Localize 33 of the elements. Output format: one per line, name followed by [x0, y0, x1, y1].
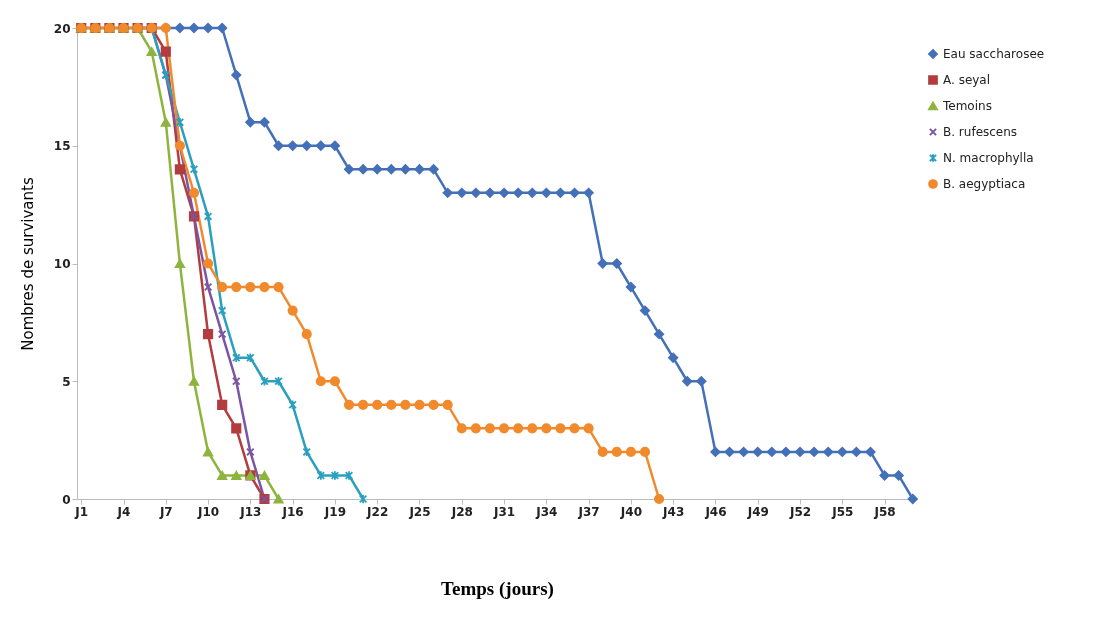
x-tick-label: J4 — [116, 504, 131, 519]
x-tick-label: J52 — [788, 504, 812, 519]
x-axis-title: Temps (jours) — [441, 577, 554, 600]
legend-label: A. seyal — [943, 73, 991, 87]
x-tick-label: J43 — [662, 504, 685, 519]
x-tick-label: J28 — [450, 504, 473, 519]
y-tick-label: 15 — [53, 139, 71, 154]
x-tick-label: J31 — [492, 504, 516, 519]
y-tick-label: 5 — [62, 374, 71, 389]
x-tick-label: J40 — [619, 504, 642, 519]
x-tick-label: J16 — [281, 504, 304, 519]
legend-label: Temoins — [942, 99, 992, 113]
x-tick-label: J25 — [408, 504, 431, 519]
x-tick-label: J19 — [323, 504, 347, 519]
x-tick-label: J34 — [535, 504, 558, 519]
x-tick-label: J55 — [831, 504, 854, 519]
x-tick-label: J7 — [158, 504, 173, 519]
legend-label: B. aegyptiaca — [943, 177, 1026, 191]
x-tick-label: J22 — [366, 504, 389, 519]
x-tick-label: J49 — [746, 504, 769, 519]
x-tick-label: J37 — [577, 504, 600, 519]
x-tick-label: J58 — [873, 504, 896, 519]
x-tick-label: J46 — [704, 504, 727, 519]
y-axis-title: Nombres de survivants — [18, 177, 37, 351]
legend-label: N. macrophylla — [943, 151, 1034, 165]
legend-label: Eau saccharosee — [943, 47, 1045, 61]
x-tick-label: J13 — [239, 504, 262, 519]
y-tick-label: 10 — [53, 257, 71, 271]
legend-label: B. rufescens — [943, 125, 1018, 139]
x-tick-label: J1 — [74, 504, 89, 519]
x-tick-label: J10 — [196, 504, 220, 519]
y-tick-label: 20 — [53, 21, 71, 36]
y-tick-label: 0 — [62, 492, 71, 507]
